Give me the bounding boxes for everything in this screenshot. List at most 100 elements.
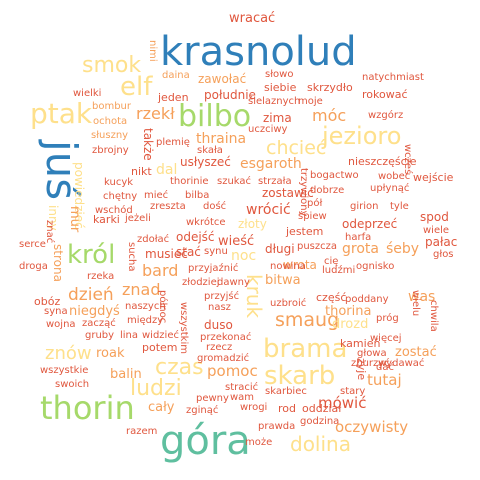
- word: przyjaźnić: [188, 263, 239, 274]
- word: rzekł: [136, 104, 175, 123]
- word: harfa: [345, 232, 372, 243]
- word: widzieć: [142, 330, 179, 341]
- word: syna: [44, 306, 68, 317]
- word: nikt: [131, 165, 152, 178]
- word: pół: [307, 198, 323, 209]
- word: chwila: [428, 300, 439, 332]
- word: szukać: [217, 176, 252, 187]
- word: dzień: [68, 285, 114, 305]
- word: móc: [312, 106, 347, 125]
- word: stać: [176, 245, 201, 259]
- word: północ: [157, 290, 168, 324]
- word: droga: [19, 261, 48, 272]
- word: bombur: [92, 101, 132, 112]
- word: inny: [46, 205, 60, 231]
- word: oczywisty: [335, 418, 409, 436]
- word: ochota: [93, 116, 128, 127]
- word: zbrojny: [92, 145, 129, 156]
- word: pałac: [425, 235, 458, 249]
- word: bilbo: [178, 99, 252, 134]
- word: esgaroth: [240, 156, 302, 172]
- word: elf: [120, 72, 153, 102]
- word: chcieć: [266, 137, 327, 159]
- word: thorinie: [170, 176, 209, 187]
- word: nasz: [208, 302, 231, 313]
- word: nimi: [147, 40, 158, 62]
- word: dolina: [290, 432, 351, 456]
- word: rzeka: [87, 271, 115, 282]
- word: duso: [204, 318, 233, 332]
- word: stracić: [225, 382, 259, 393]
- word: smok: [82, 53, 142, 78]
- word: próg: [376, 313, 399, 324]
- word: wzgórz: [368, 110, 404, 121]
- word: dać: [376, 362, 394, 373]
- word: odejść: [176, 230, 215, 244]
- word: mówić: [318, 394, 367, 412]
- word: strzała: [258, 176, 292, 187]
- word: znów: [45, 343, 92, 364]
- word: synu: [204, 246, 228, 257]
- word: wydawać: [378, 358, 425, 369]
- word: thorina: [325, 304, 372, 319]
- word: może: [245, 437, 273, 448]
- word: śeby: [386, 241, 420, 257]
- word: balin: [110, 367, 142, 382]
- word: stary: [340, 386, 366, 397]
- word: chętny: [103, 191, 138, 202]
- word: skała: [197, 145, 223, 156]
- word: kucyk: [104, 177, 134, 188]
- word: grota: [342, 241, 379, 257]
- word: obóz: [34, 295, 61, 308]
- word: pomoc: [207, 362, 258, 380]
- word: girion: [350, 201, 379, 212]
- word: bitwa: [265, 273, 301, 288]
- word: dobrze: [310, 185, 345, 196]
- word: jeden: [158, 91, 189, 104]
- word: drozd: [332, 317, 369, 332]
- word: brama: [263, 334, 348, 364]
- word: kruk: [242, 274, 266, 319]
- word: odeprzeć: [342, 217, 398, 231]
- word: południe: [204, 88, 256, 102]
- word: skarbiec: [265, 386, 307, 397]
- word: strona: [51, 244, 65, 282]
- word: część: [316, 291, 347, 304]
- word: wielu: [410, 290, 421, 317]
- word: ślelaznych: [248, 96, 301, 107]
- word: znać: [44, 220, 55, 244]
- word: wobec: [378, 171, 411, 182]
- word: rokować: [362, 88, 408, 101]
- word: przekonać: [200, 332, 252, 343]
- word: zostawić: [262, 186, 314, 200]
- word: poddany: [345, 294, 389, 305]
- word: wiele: [423, 225, 450, 236]
- word: ognisko: [356, 261, 395, 272]
- word: spod: [420, 210, 449, 224]
- word: swoich: [55, 379, 90, 390]
- word: czas: [155, 355, 204, 380]
- word: wszystkim: [178, 302, 189, 354]
- word: zburzyć: [351, 358, 390, 369]
- word: mieć: [144, 190, 169, 201]
- word: noc: [231, 248, 257, 264]
- word: żyje: [355, 358, 368, 381]
- word: serce: [19, 239, 46, 250]
- word: uczciwy: [248, 124, 288, 135]
- word: rod: [278, 402, 296, 415]
- word: wejście: [413, 171, 454, 184]
- word: wielki: [73, 88, 102, 99]
- word: uzbroić: [270, 298, 307, 309]
- word: ludźmi: [322, 265, 356, 276]
- word: jestem: [286, 225, 324, 238]
- word: wkrótce: [186, 217, 226, 228]
- word: daina: [162, 70, 190, 81]
- word: roak: [96, 346, 125, 361]
- word: zima: [263, 111, 292, 125]
- word: razem: [126, 426, 158, 437]
- word: wracać: [229, 11, 276, 26]
- word: tyle: [390, 201, 409, 212]
- word: zostać: [395, 345, 437, 360]
- word: cię: [324, 256, 339, 267]
- word: sucha: [126, 242, 137, 272]
